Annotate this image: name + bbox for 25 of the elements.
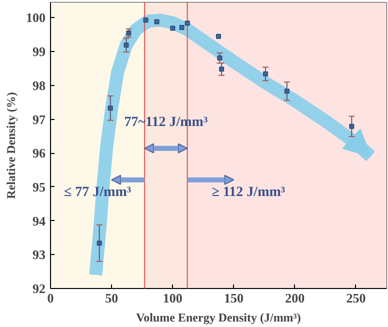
- point: [154, 19, 160, 24]
- point: [143, 18, 148, 23]
- x-tick-label: 250: [346, 290, 366, 306]
- point: [170, 26, 176, 31]
- x-axis-title: Volume Energy Density (J/mm³): [136, 310, 301, 324]
- y-tick-label: 95: [32, 179, 46, 194]
- x-tick-label: 50: [105, 290, 118, 306]
- y-tick-label: 100: [26, 10, 46, 26]
- x-tick-label: 0: [47, 290, 54, 306]
- y-tick-label: 99: [32, 44, 46, 60]
- point: [184, 20, 190, 26]
- annotation: ≤ 77 J/mm³: [64, 185, 132, 200]
- y-tick-label: 98: [32, 78, 46, 93]
- x-tick-label: 100: [162, 290, 182, 306]
- y-tick-label: 94: [32, 213, 46, 228]
- y-tick-label: 93: [32, 247, 46, 262]
- y-tick-label: 92: [32, 281, 46, 296]
- point: [179, 25, 184, 30]
- annotation: ≥ 112 J/mm³: [212, 185, 286, 200]
- y-tick-label: 96: [32, 146, 46, 161]
- x-tick-label: 200: [285, 290, 305, 306]
- y-axis-title: Relative Density (%): [4, 92, 18, 199]
- point: [216, 34, 221, 39]
- y-tick-label: 97: [32, 112, 46, 127]
- x-tick-label: 150: [224, 290, 244, 306]
